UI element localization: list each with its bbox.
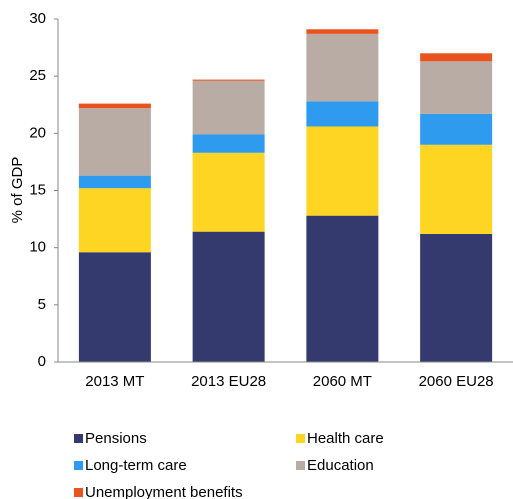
legend-marker (74, 488, 83, 497)
legend-label: Pensions (85, 430, 147, 447)
bar-segment (192, 231, 265, 362)
bar-segment (306, 126, 379, 216)
bar-segment (78, 252, 151, 362)
bar-segment (306, 29, 379, 34)
legend-marker (296, 434, 305, 443)
legend-marker (296, 461, 305, 470)
y-tick-label: 15 (29, 181, 46, 198)
legend-label: Health care (307, 430, 384, 447)
bar-segment (420, 53, 493, 62)
y-tick-label: 30 (29, 10, 46, 27)
bar-segment (192, 80, 265, 135)
legend-label: Education (307, 457, 374, 474)
bar-segment (420, 61, 493, 114)
bar-segment (420, 233, 493, 362)
y-tick-label: 5 (38, 296, 46, 313)
x-tick-label: 2013 MT (85, 373, 144, 390)
x-tick-label: 2013 EU28 (191, 373, 266, 390)
legend-marker (74, 434, 83, 443)
x-tick-label: 2060 MT (313, 373, 372, 390)
bar-segment (420, 113, 493, 145)
y-tick-label: 25 (29, 67, 46, 84)
legend-marker (74, 461, 83, 470)
legend-label: Unemployment benefits (85, 484, 243, 499)
bar-segment (420, 144, 493, 234)
bar-segment (78, 175, 151, 189)
bar-segment (192, 79, 265, 81)
bar-segment (192, 134, 265, 153)
bar-segment (192, 152, 265, 232)
x-tick-label: 2060 EU28 (419, 373, 494, 390)
bar-segment (78, 108, 151, 176)
y-tick-label: 20 (29, 124, 46, 141)
y-tick-label: 10 (29, 239, 46, 256)
y-tick-label: 0 (38, 353, 46, 370)
y-axis-title: % of GDP (9, 157, 26, 224)
bar-segment (306, 33, 379, 102)
bar-segment (78, 103, 151, 109)
bar-segment (306, 101, 379, 127)
bar-segment (78, 188, 151, 253)
legend-label: Long-term care (85, 457, 187, 474)
bar-segment (306, 215, 379, 362)
